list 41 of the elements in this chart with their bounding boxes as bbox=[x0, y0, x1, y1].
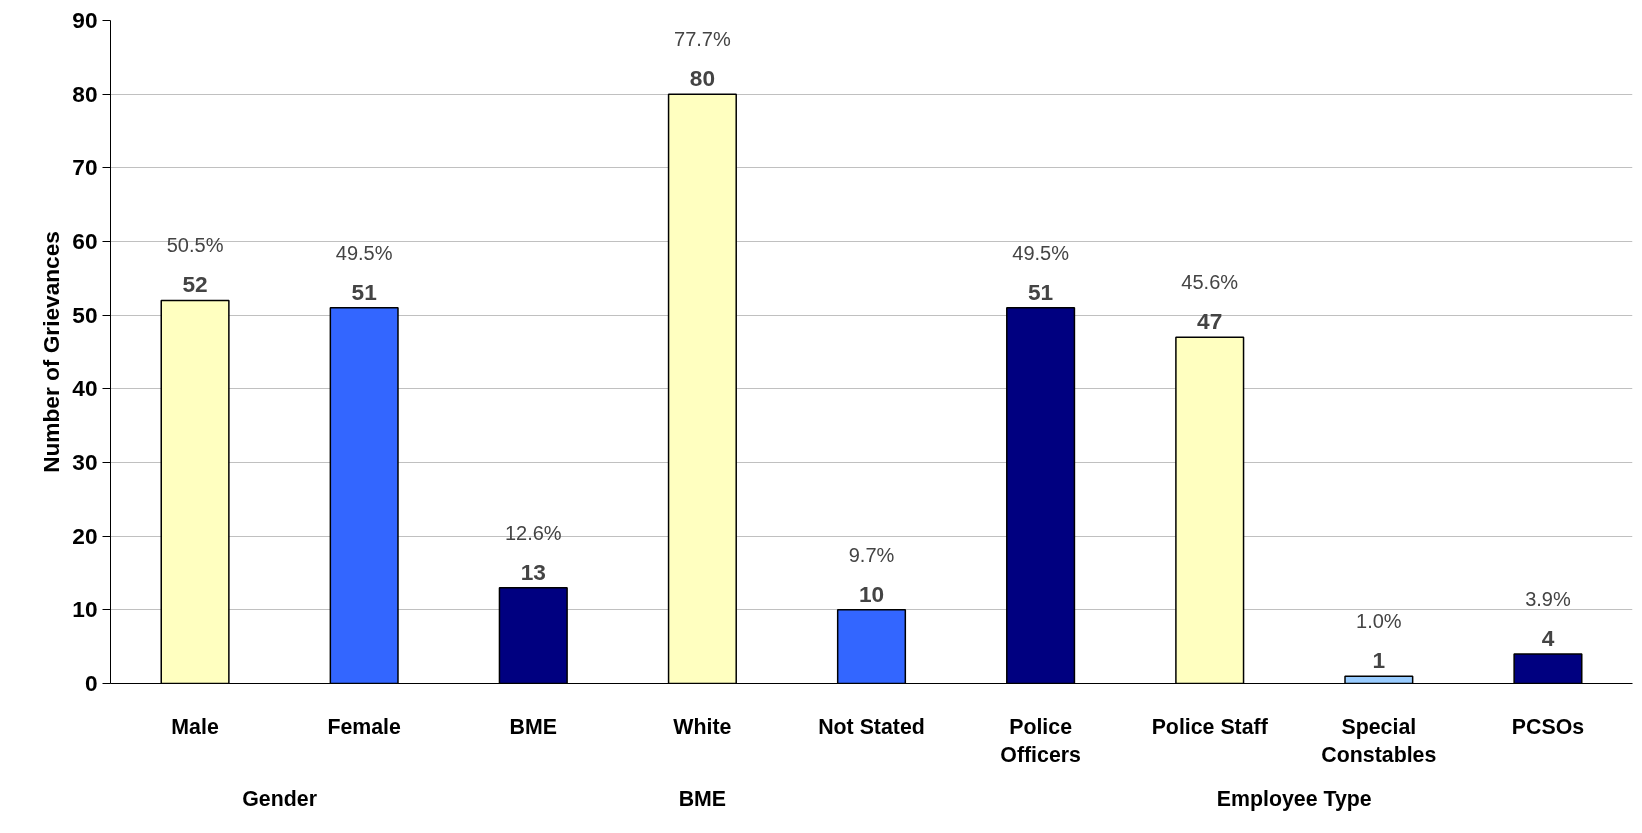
data-label: 52 bbox=[182, 271, 208, 298]
text: Gender bbox=[242, 786, 317, 811]
annotation: 12.6% bbox=[504, 521, 562, 544]
data-label: 10 bbox=[858, 580, 885, 607]
data-label: 13 bbox=[520, 558, 546, 585]
data-label: 47 bbox=[1197, 308, 1223, 335]
annotation: 45.6% bbox=[1181, 271, 1239, 294]
text: BME bbox=[678, 786, 727, 811]
y-tick-label: 80 bbox=[72, 80, 98, 107]
y-tick-label: 30 bbox=[72, 449, 98, 475]
y-tick-label: 60 bbox=[72, 228, 98, 254]
y-axis-title: Number of Grievances bbox=[38, 231, 65, 473]
y-tick-label: 70 bbox=[72, 154, 98, 181]
y-tick-label: 90 bbox=[72, 7, 98, 33]
x-tick-label: White bbox=[673, 714, 732, 739]
y-tick-label: 10 bbox=[72, 596, 98, 623]
x-tick-label: BME bbox=[509, 714, 557, 739]
text: Employee Type bbox=[1216, 786, 1372, 811]
x-tick-label: Not Stated bbox=[818, 714, 925, 739]
annotation: 49.5% bbox=[1012, 241, 1070, 264]
y-tick-label: 20 bbox=[72, 522, 98, 549]
y-tick-label: 50 bbox=[72, 301, 98, 328]
y-tick-label: 0 bbox=[84, 670, 98, 696]
data-label: 80 bbox=[689, 65, 715, 92]
data-label: 51 bbox=[351, 278, 377, 305]
x-tick-label: Female bbox=[327, 714, 402, 739]
data-label: 1 bbox=[1372, 647, 1386, 674]
x-tick-label: Male bbox=[171, 714, 219, 739]
annotation: 77.7% bbox=[674, 28, 731, 51]
annotation: 3.9% bbox=[1525, 588, 1571, 611]
x-tick-label: Police Staff bbox=[1151, 714, 1269, 739]
annotation: 9.7% bbox=[848, 543, 895, 566]
data-label: 51 bbox=[1028, 278, 1054, 305]
x-tick-label: Special Constables bbox=[1321, 714, 1437, 768]
annotation: 50.5% bbox=[166, 234, 224, 257]
annotation: 1.0% bbox=[1356, 610, 1402, 633]
y-tick-label: 40 bbox=[72, 375, 98, 402]
data-label: 4 bbox=[1541, 625, 1555, 652]
x-tick-label: PCSOs bbox=[1511, 714, 1585, 739]
annotation: 49.5% bbox=[335, 241, 393, 264]
x-tick-label: Police Officers bbox=[1000, 714, 1081, 768]
